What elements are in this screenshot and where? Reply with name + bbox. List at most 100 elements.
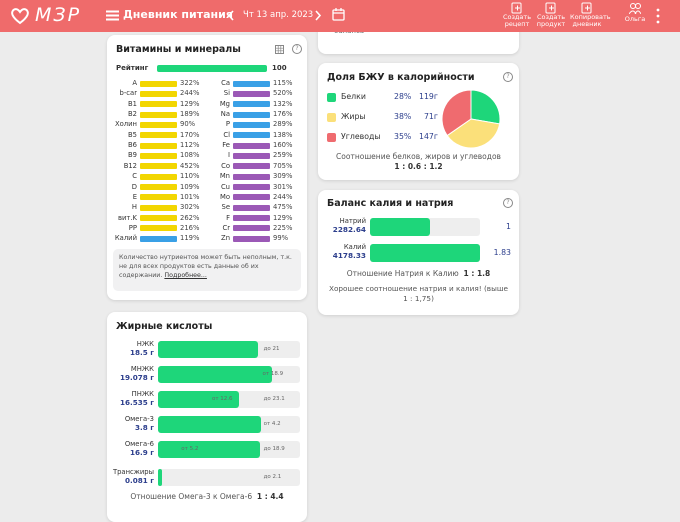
nutrient-bar [140, 173, 177, 180]
calendar-icon[interactable] [332, 8, 345, 21]
nutrient-name: C [132, 172, 137, 181]
table-icon[interactable] [275, 45, 284, 54]
nutrient-value: 110% [180, 172, 200, 181]
acid-value: 0.081 г [125, 476, 154, 485]
mineral-value: 4178.33 [332, 251, 366, 260]
more-menu[interactable] [655, 8, 661, 24]
nutrient-value: 129% [180, 99, 200, 108]
help-icon[interactable]: ? [292, 44, 302, 54]
nutrient-name: B2 [128, 110, 137, 119]
rating-bar [157, 65, 267, 72]
nutrient-bar [233, 215, 270, 222]
acid-name: Омега-3 [124, 415, 154, 423]
nutrient-name: Fe [222, 141, 230, 150]
nutrient-bar [140, 142, 177, 149]
action-icon[interactable] [581, 2, 593, 14]
nutrient-bar [140, 225, 177, 232]
nutrient-name: Mg [219, 99, 230, 108]
action-icon[interactable] [511, 2, 523, 14]
nutrient-name: Калий [114, 234, 137, 243]
nutrient-bar [233, 184, 270, 190]
legend-swatch [327, 93, 336, 102]
nutrient-bar [233, 111, 270, 118]
nutrient-value: 108% [180, 151, 200, 160]
nutrient-bar [233, 90, 270, 97]
action-button[interactable]: Создать продукт [536, 13, 566, 28]
mineral-name: Натрий [339, 217, 366, 225]
nutrient-value: 109% [180, 182, 200, 191]
acid-value: 3.8 г [135, 423, 154, 432]
action-button[interactable]: Ольга [624, 15, 646, 23]
action-icon[interactable] [545, 2, 557, 14]
mineral-bar [370, 244, 480, 262]
ratio-value: 1 : 4.4 [256, 492, 284, 501]
nutrient-name: Mo [219, 192, 230, 201]
mineral-ratio: 1.83 [493, 248, 511, 257]
limit-label: от 18.9 [262, 371, 284, 377]
nutrient-bar [233, 235, 270, 242]
action-button[interactable]: Создать рецепт [502, 13, 532, 28]
macro-grams: 147г [419, 132, 438, 141]
ratio-label: Соотношение белков, жиров и углеводов [336, 152, 501, 161]
prev-day[interactable] [227, 10, 235, 21]
nutrient-name: Cr [222, 223, 230, 232]
menu-icon[interactable] [106, 10, 119, 21]
nutrient-name: b-car [119, 89, 137, 98]
nutrient-name: Na [220, 110, 230, 119]
nutrient-bar [233, 173, 270, 180]
nutrient-bar [140, 235, 177, 242]
nutrient-bar [233, 142, 270, 149]
nutrient-name: Se [221, 203, 231, 212]
nutrient-name: Cu [220, 182, 230, 191]
acid-value: 19.078 г [120, 373, 154, 382]
macro-percent: 38% [394, 112, 412, 121]
nutrient-value: 119% [180, 234, 200, 243]
rating-value: 100 [272, 64, 287, 72]
bju-card: Доля БЖУ в калорийности ? Соотношение бе… [318, 63, 519, 180]
nutrient-name: F [226, 213, 230, 222]
pie-chart [441, 89, 501, 149]
nutrient-bar [140, 204, 177, 211]
help-icon[interactable]: ? [503, 198, 513, 208]
limit-label: от 12.6 [211, 396, 233, 402]
nutrient-value: 225% [273, 223, 293, 232]
nutrient-value: 138% [273, 130, 293, 139]
nutrient-value: 244% [180, 89, 200, 98]
card-title: Доля БЖУ в калорийности [327, 72, 475, 83]
nutrient-bar [140, 184, 177, 190]
pie-slice [470, 89, 501, 125]
next-day[interactable] [314, 10, 322, 21]
nutrient-bar [140, 101, 177, 108]
nutrient-bar [140, 121, 177, 128]
note-link[interactable]: Подробнее... [164, 272, 207, 279]
nutrient-bar [140, 80, 177, 87]
acid-value: 16.9 г [130, 448, 154, 457]
action-button[interactable]: Копировать дневник [570, 13, 611, 28]
nutrient-bar [140, 194, 177, 201]
note-text: Количество нутриентов может быть неполны… [119, 254, 292, 279]
nutrient-value: 101% [180, 192, 200, 201]
logo[interactable]: МЗР [35, 4, 82, 26]
nutrient-bar [233, 132, 270, 139]
action-icon[interactable] [629, 2, 641, 14]
nutrient-bar [233, 194, 270, 201]
omega-ratio: Отношение Омега-3 к Омега-6 1 : 4.4 [107, 492, 307, 501]
nutrient-bar [233, 121, 270, 128]
nutrient-bar [233, 152, 270, 159]
nutrient-value: 112% [180, 141, 200, 150]
nutrient-value: 189% [180, 110, 200, 119]
mineral-name: Калий [343, 243, 366, 251]
nutrient-value: 452% [180, 161, 200, 170]
limit-label: до 21 [263, 346, 280, 352]
acid-bar [158, 469, 163, 486]
nutrient-value: 475% [273, 203, 293, 212]
rating-label: Рейтинг [116, 64, 149, 72]
limit-label: от 4.2 [263, 421, 281, 427]
nutrient-value: 129% [273, 213, 293, 222]
nutrient-bar [233, 163, 270, 170]
top-bar: МЗР Дневник питания Чт 13 апр. 2023 Созд… [0, 0, 680, 32]
date[interactable]: Чт 13 апр. 2023 [243, 10, 314, 20]
nutrient-value: 309% [273, 172, 293, 181]
help-icon[interactable]: ? [503, 72, 513, 82]
